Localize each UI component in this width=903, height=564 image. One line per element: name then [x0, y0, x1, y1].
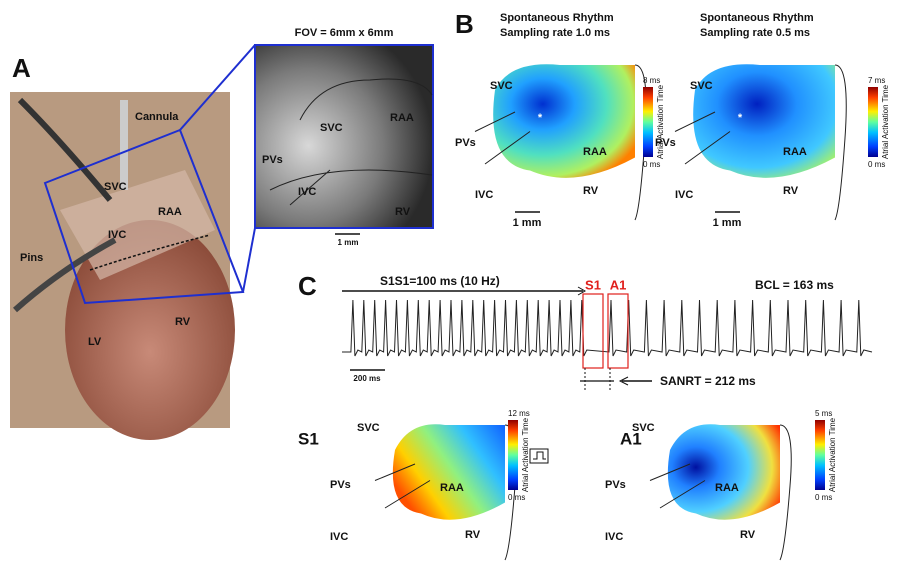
map-title: Spontaneous Rhythm [500, 12, 614, 24]
map-label-rv: RV [583, 185, 599, 197]
scale-label: 1 mm [513, 217, 542, 229]
pacing-label: S1S1=100 ms (10 Hz) [380, 274, 500, 288]
s1-box [583, 294, 603, 368]
colorbar-min: 0 ms [868, 160, 885, 169]
colorbar-max: 7 ms [868, 76, 885, 85]
photo-label: RAA [158, 206, 182, 218]
activation-map [393, 424, 505, 519]
time-scale-label: 200 ms [353, 374, 381, 383]
inset-label: RV [395, 206, 411, 218]
map-letter: S1 [298, 429, 319, 448]
colorbar-min: 0 ms [508, 493, 525, 502]
map-title: Spontaneous Rhythm [700, 12, 814, 24]
inset-label: PVs [262, 154, 283, 166]
map-label-svc: SVC [632, 422, 655, 434]
map-label-svc: SVC [490, 80, 513, 92]
activation-map [693, 64, 835, 178]
inset-title: FOV = 6mm x 6mm [295, 27, 394, 39]
map-label-rv: RV [740, 529, 756, 541]
map-subtitle: Sampling rate 0.5 ms [700, 27, 810, 39]
map-label-raa: RAA [583, 146, 607, 158]
photo-label: Pins [20, 252, 43, 264]
map-label-raa: RAA [715, 482, 739, 494]
map-label-raa: RAA [440, 482, 464, 494]
figure: A Cannula SVC RAA IVC Pins LV RV FOV = 6… [0, 0, 903, 564]
inset-label: RAA [390, 112, 414, 124]
activation-map [668, 424, 780, 519]
panel-letter: A [12, 53, 31, 83]
colorbar-min: 0 ms [643, 160, 660, 169]
star: * [738, 112, 743, 124]
inset-label: IVC [298, 186, 316, 198]
s1-label: S1 [585, 277, 601, 292]
colorbar [508, 420, 518, 490]
map-label-svc: SVC [690, 80, 713, 92]
photo-label: SVC [104, 181, 127, 193]
colorbar-max: 5 ms [815, 409, 832, 418]
colorbar [815, 420, 825, 490]
photo-label: IVC [108, 229, 126, 241]
colorbar-title: Atrial Activation Time [828, 417, 837, 492]
colorbar-max: 12 ms [508, 409, 530, 418]
a1-label: A1 [610, 277, 627, 292]
map-label-ivc: IVC [675, 189, 693, 201]
scale-label: 1 mm [338, 238, 359, 247]
panel-letter: B [455, 9, 474, 39]
map-label-ivc: IVC [330, 531, 348, 543]
map-label-rv: RV [783, 185, 799, 197]
map-label-pvs: PVs [330, 479, 351, 491]
panel-letter: C [298, 271, 317, 301]
photo-label: RV [175, 316, 191, 328]
scale-label: 1 mm [713, 217, 742, 229]
map-subtitle: Sampling rate 1.0 ms [500, 27, 610, 39]
cannula [120, 100, 128, 190]
stimulus-box [530, 449, 548, 463]
colorbar-title: Atrial Activation Time [521, 417, 530, 492]
map-label-ivc: IVC [475, 189, 493, 201]
map-label-pvs: PVs [655, 137, 676, 149]
map-label-rv: RV [465, 529, 481, 541]
map-label-svc: SVC [357, 422, 380, 434]
map-label-raa: RAA [783, 146, 807, 158]
activation-map [493, 64, 635, 178]
bcl-label: BCL = 163 ms [755, 278, 834, 292]
colorbar-title: Atrial Activation Time [881, 84, 890, 159]
colorbar-min: 0 ms [815, 493, 832, 502]
inset-label: SVC [320, 122, 343, 134]
colorbar-max: 8 ms [643, 76, 660, 85]
inset-image [255, 45, 433, 228]
star: * [538, 112, 543, 124]
photo-label: Cannula [135, 111, 179, 123]
colorbar [643, 87, 653, 157]
photo-label: LV [88, 336, 102, 348]
map-label-ivc: IVC [605, 531, 623, 543]
map-label-pvs: PVs [455, 137, 476, 149]
zoom-line [243, 228, 255, 292]
colorbar [868, 87, 878, 157]
sanrt-label: SANRT = 212 ms [660, 374, 756, 388]
ecg-trace [342, 300, 872, 356]
map-label-pvs: PVs [605, 479, 626, 491]
